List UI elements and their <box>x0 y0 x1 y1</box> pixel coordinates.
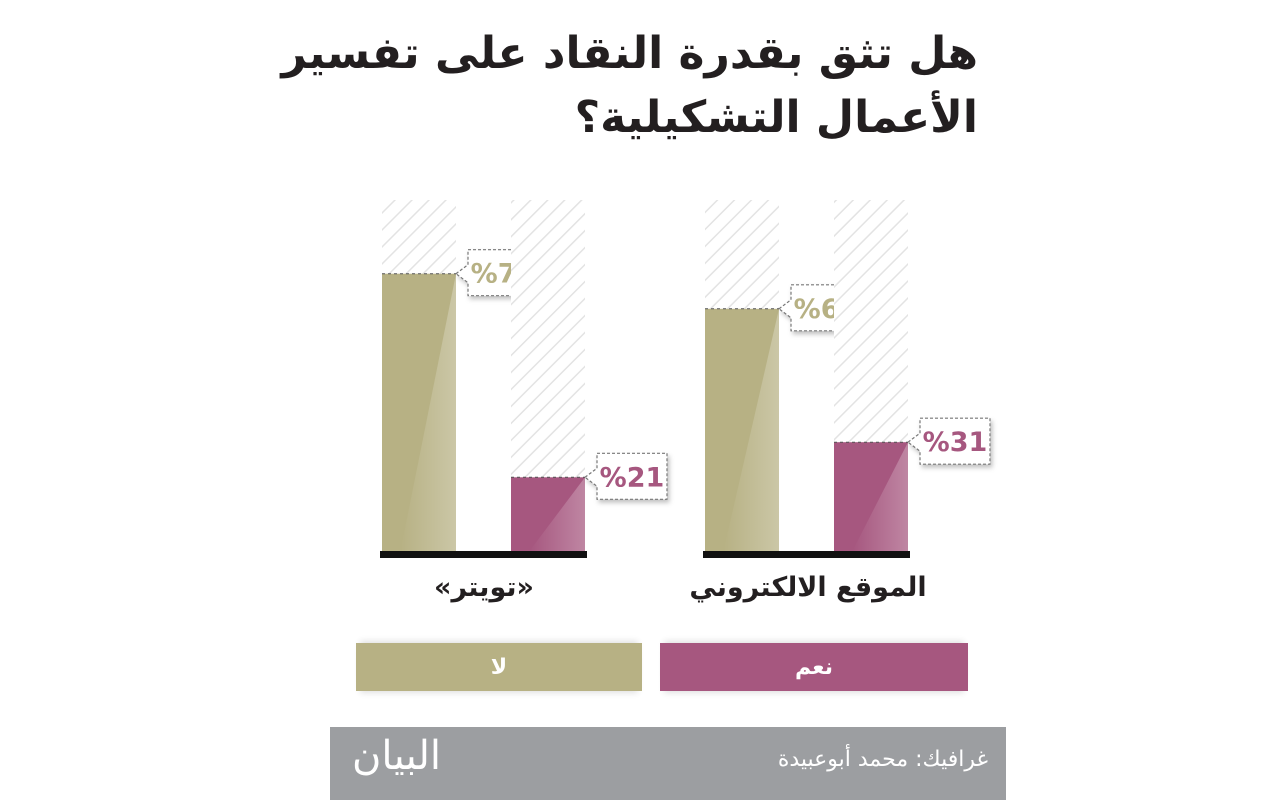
legend-yes-label: نعم <box>795 654 833 680</box>
chart-title: هل تثق بقدرة النقاد على تفسير الأعمال ال… <box>281 28 978 143</box>
value-callout <box>584 452 668 500</box>
legend-no: لا <box>356 643 642 691</box>
group-baseline <box>380 551 587 558</box>
group-label: «تويتر» <box>434 572 534 603</box>
value-label: %21 <box>600 462 665 493</box>
value-label: %31 <box>923 427 988 458</box>
bar-gloss <box>529 477 585 551</box>
footer: البيان غرافيك: محمد أبوعبيدة <box>330 727 1006 800</box>
legend-yes: نعم <box>660 643 968 691</box>
group-baseline <box>703 551 910 558</box>
legend-no-label: لا <box>490 654 508 680</box>
group-label: الموقع الالكتروني <box>689 572 926 603</box>
brand-logo: البيان <box>352 733 442 779</box>
bar-gloss <box>400 273 456 551</box>
bar-gloss <box>723 308 779 551</box>
value-callout <box>907 417 991 465</box>
bar-gloss <box>852 442 908 551</box>
graphic-credit: غرافيك: محمد أبوعبيدة <box>777 747 988 772</box>
